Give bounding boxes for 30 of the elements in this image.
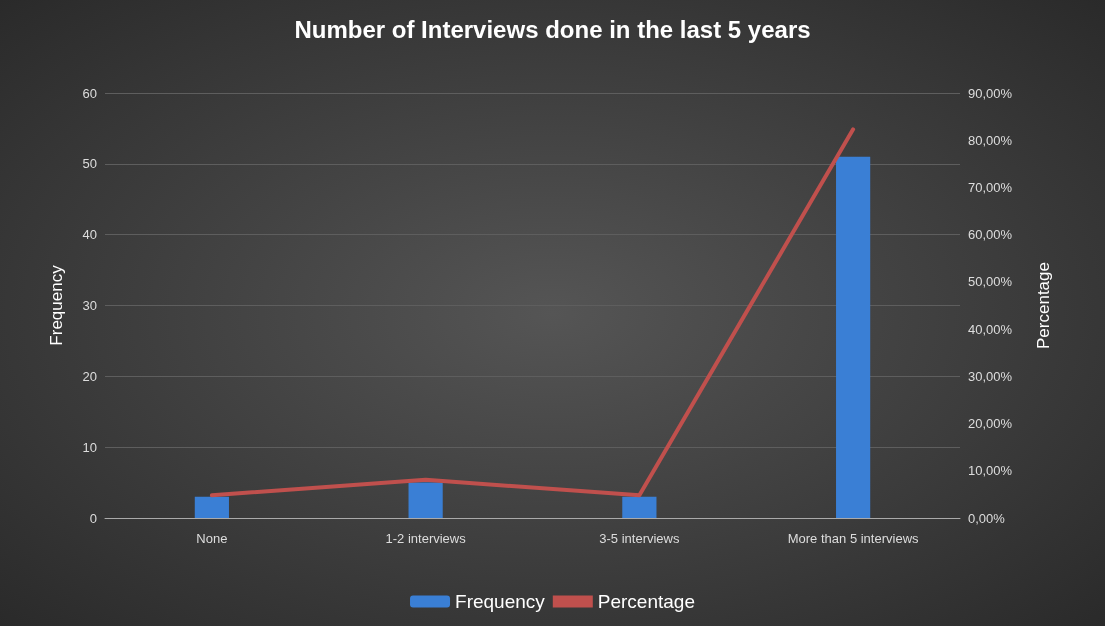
x-tick-label: 3-5 interviews <box>599 531 680 546</box>
y-tick-label: 20 <box>82 368 97 384</box>
bar <box>836 156 871 518</box>
x-tick-label: 1-2 interviews <box>385 531 467 546</box>
y-axis-title: Frequency <box>47 264 66 346</box>
bar <box>622 496 657 518</box>
y-tick-label: 60 <box>82 85 97 101</box>
legend-label: Percentage <box>597 591 695 612</box>
bar <box>194 496 229 518</box>
x-tick-label: More than 5 interviews <box>787 531 920 546</box>
chart-title: Number of Interviews done in the last 5 years <box>294 15 811 43</box>
y2-tick-label: 90,00% <box>968 85 1013 101</box>
y2-tick-label: 70,00% <box>968 179 1013 195</box>
y2-tick-label: 0,00% <box>968 510 1006 526</box>
y2-tick-label: 40,00% <box>968 321 1013 337</box>
y-tick-label: 0 <box>89 510 97 526</box>
legend-label: Frequency <box>455 591 546 612</box>
y2-tick-label: 80,00% <box>968 132 1013 148</box>
y-tick-label: 50 <box>82 156 97 172</box>
y2-tick-label: 50,00% <box>968 274 1013 290</box>
y2-axis-title: Percentage <box>1034 262 1053 349</box>
y-tick-label: 40 <box>82 227 97 243</box>
y2-tick-label: 30,00% <box>968 368 1013 384</box>
y-tick-label: 10 <box>82 439 97 455</box>
y-tick-label: 30 <box>82 298 97 313</box>
x-tick-label: None <box>196 531 228 546</box>
y2-tick-label: 10,00% <box>968 463 1013 479</box>
y2-tick-label: 60,00% <box>968 227 1013 243</box>
y2-tick-label: 20,00% <box>968 416 1013 432</box>
bar <box>408 482 443 518</box>
